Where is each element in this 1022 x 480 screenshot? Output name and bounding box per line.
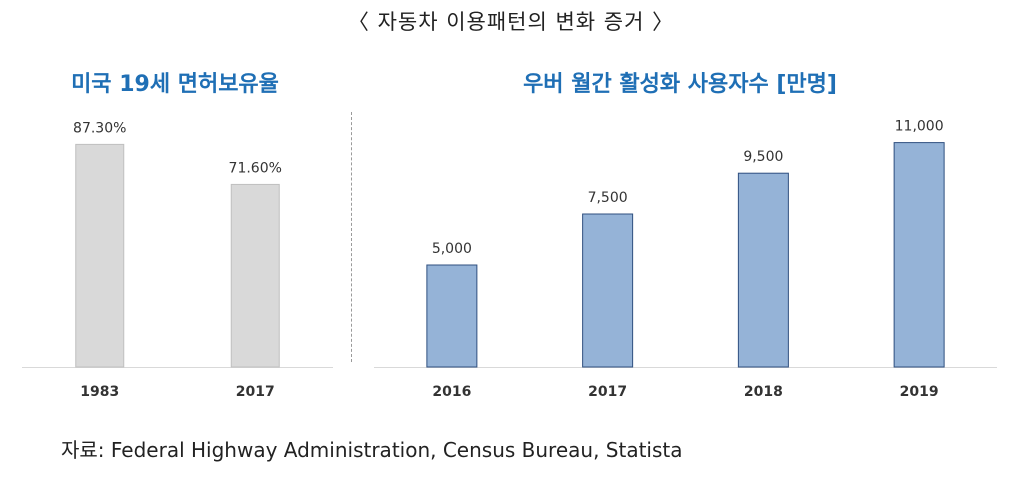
left-tick-label-1983: 1983 <box>80 384 119 400</box>
right-value-label-2016: 5,000 <box>432 241 472 257</box>
left-tick-label-2017: 2017 <box>236 384 275 400</box>
right-tick-label-2017: 2017 <box>588 384 627 400</box>
right-value-label-2017: 7,500 <box>588 190 628 206</box>
right-value-label-2018: 9,500 <box>743 149 783 165</box>
chart-divider <box>351 112 352 362</box>
page-title: 〈 자동차 이용패턴의 변화 증거 〉 <box>347 10 675 34</box>
right-tick-label-2018: 2018 <box>744 384 783 400</box>
left-bar-2017 <box>230 183 280 368</box>
right-value-label-2019: 11,000 <box>895 119 944 135</box>
left-chart-title: 미국 19세 면허보유율 <box>71 72 279 97</box>
right-bar-2017 <box>582 213 634 368</box>
right-bar-2016 <box>426 264 478 368</box>
source-note: 자료: Federal Highway Administration, Cens… <box>61 438 683 462</box>
right-tick-label-2019: 2019 <box>900 384 939 400</box>
right-chart-title: 우버 월간 활성화 사용자수 [만명] <box>523 72 837 97</box>
right-tick-label-2016: 2016 <box>432 384 471 400</box>
right-bar-2018 <box>737 172 789 368</box>
right-bar-2019 <box>893 142 945 368</box>
left-value-label-1983: 87.30% <box>73 120 126 136</box>
left-value-label-2017: 71.60% <box>229 160 282 176</box>
left-bar-1983 <box>75 143 125 368</box>
